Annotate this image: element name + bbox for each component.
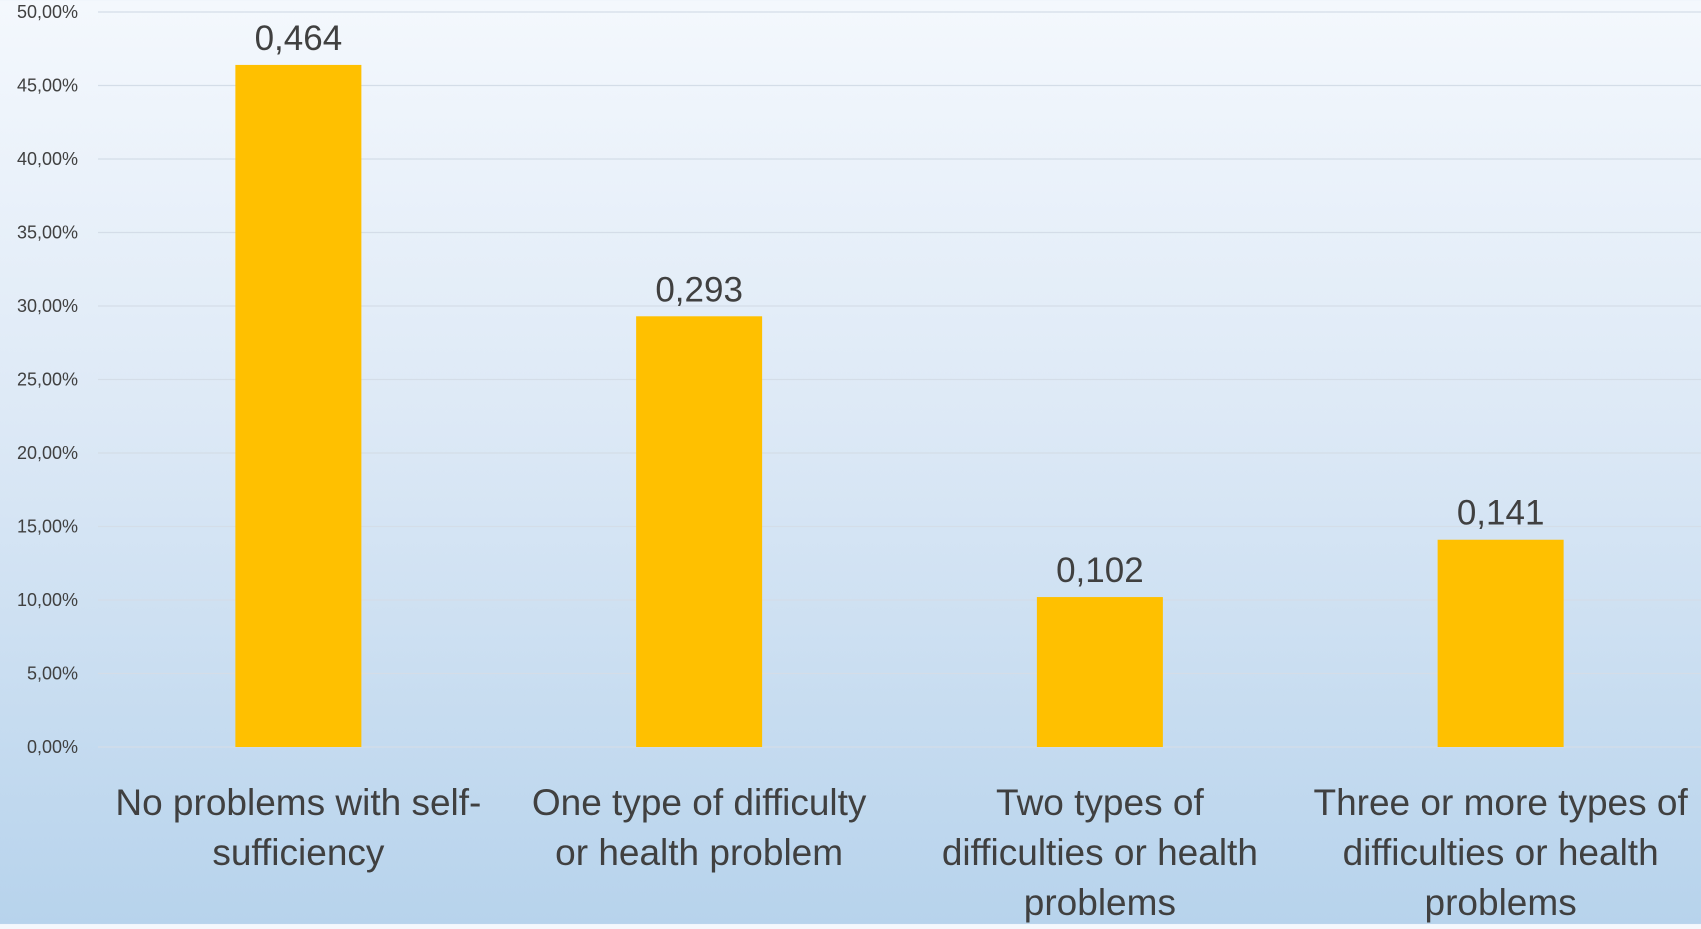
bars <box>235 64 1564 748</box>
gridlines <box>98 11 1701 748</box>
x-tick-label: One type of difficulty <box>532 782 867 823</box>
x-tick-label: Three or more types of <box>1313 782 1688 823</box>
bar <box>1437 539 1564 747</box>
data-label: 0,293 <box>655 270 743 309</box>
data-label: 0,141 <box>1457 494 1545 533</box>
y-tick-label: 0,00% <box>27 737 78 757</box>
y-tick-label: 30,00% <box>17 296 78 316</box>
y-tick-label: 5,00% <box>27 664 78 684</box>
x-tick-label: difficulties or health <box>942 832 1258 873</box>
y-tick-label: 20,00% <box>17 443 78 463</box>
x-tick-label: or health problem <box>555 832 843 873</box>
data-label: 0,102 <box>1056 551 1144 590</box>
y-tick-label: 40,00% <box>17 149 78 169</box>
bar <box>1036 597 1163 747</box>
bar <box>235 64 362 748</box>
x-tick-label: sufficiency <box>212 832 385 873</box>
x-tick-label: problems <box>1425 882 1577 923</box>
y-tick-label: 45,00% <box>17 76 78 96</box>
y-tick-label: 50,00% <box>17 2 78 22</box>
data-label: 0,464 <box>255 19 343 58</box>
x-tick-label: No problems with self- <box>115 782 481 823</box>
y-tick-label: 10,00% <box>17 590 78 610</box>
y-axis-ticks: 0,00% 5,00% 10,00% 15,00% 20,00% 25,00% 30,00%… <box>17 2 78 757</box>
x-tick-label: difficulties or health <box>1343 832 1659 873</box>
bar <box>636 316 763 747</box>
y-tick-label: 35,00% <box>17 223 78 243</box>
x-tick-label: Two types of <box>996 782 1204 823</box>
data-labels: 0,464 0,293 0,102 0,141 <box>255 19 1545 590</box>
x-axis-labels: No problems with self-sufficiency One typ… <box>115 782 1688 923</box>
x-tick-label: problems <box>1024 882 1176 923</box>
y-tick-label: 25,00% <box>17 370 78 390</box>
y-tick-label: 15,00% <box>17 517 78 537</box>
